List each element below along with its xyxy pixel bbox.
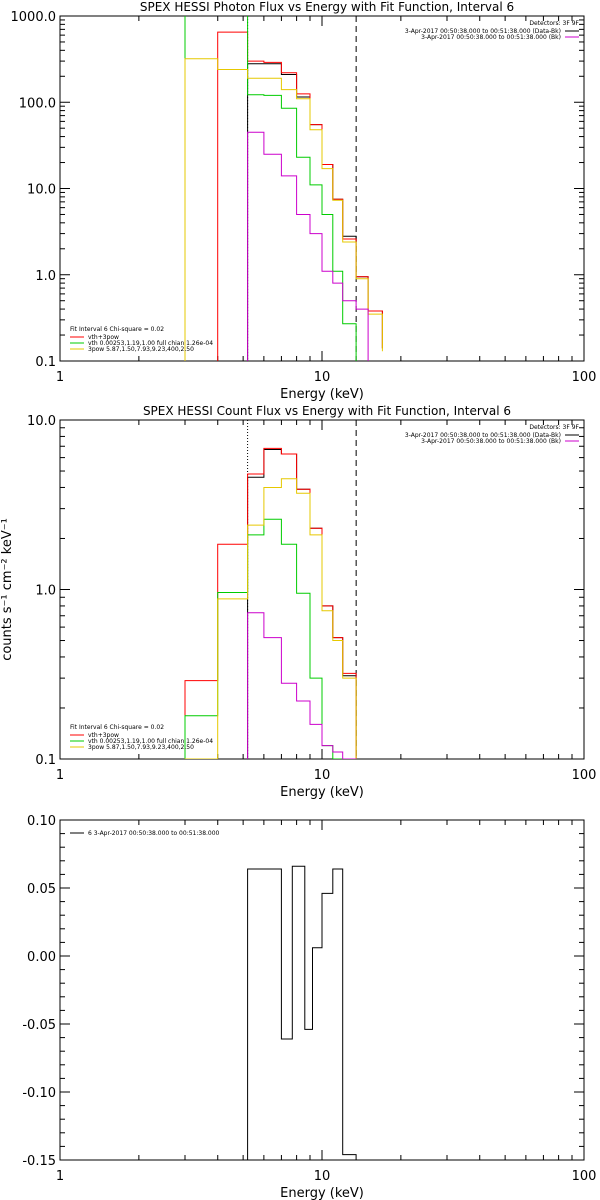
panel-3: Energy (keV) 1 10 100 -0.15 -0.10 -0.05 0.00 0.0…: [22, 814, 596, 1200]
panel-1-ytick-label: 1.0: [35, 269, 56, 284]
panel-2-legend_bottomleft-entry: vth+3pow: [88, 732, 119, 739]
panel-1-xtick-label: 1: [56, 370, 64, 385]
panel-3-ytick-label: -0.05: [22, 1018, 56, 1033]
panel-1-legend_bottomleft-entry: 3pow 5.87,1.50,7.93,9.23,400,2.50: [88, 346, 194, 353]
panel-3-series-group: [247, 865, 357, 1160]
panel-3-xlabel: Energy (keV): [280, 1186, 364, 1200]
panel-2-ylabel: counts s⁻¹ cm⁻² keV⁻¹: [0, 518, 15, 661]
panel-3-xtick-label: 1: [56, 1169, 64, 1184]
panel-1-legend_bottomleft: Fit Interval 6 Chi-square = 0.02vth+3pow…: [70, 326, 213, 353]
panel-1: SPEX HESSI Photon Flux vs Energy with Fi…: [11, 0, 597, 402]
panel-1-legend_bottomleft-entry: vth 0.00253,1.19,1.00 full chian 1.26e-0…: [88, 340, 213, 347]
panel-1-legend_topright-entry: 3-Apr-2017 00:50:38.000 to 00:51:38.000 …: [421, 34, 561, 41]
panel-2-legend_topright-entry: 3-Apr-2017 00:50:38.000 to 00:51:38.000 …: [405, 432, 561, 439]
panel-2-xtick-label: 100: [572, 768, 597, 783]
panel-1-legend_bottomleft-entry: vth+3pow: [88, 334, 119, 341]
panel-2-series-3: [184, 518, 357, 759]
panel-2: SPEX HESSI Count Flux vs Energy with Fit…: [0, 404, 596, 800]
panel-1-title: SPEX HESSI Photon Flux vs Energy with Fi…: [140, 0, 514, 14]
panel-2-series-5: [247, 612, 357, 759]
panel-2-series-4: [184, 478, 357, 759]
panel-2-legend_bottomleft-entry: vth 0.00253,1.19,1.00 full chian 1.26e-0…: [88, 738, 213, 745]
panel-3-ytick-label: 0.10: [27, 814, 56, 829]
panel-1-ytick-label: 100.0: [19, 96, 56, 111]
panel-3-xtick-label: 100: [572, 1169, 597, 1184]
panel-2-legend_topright-title: Detectors: 3F 9F: [529, 424, 579, 431]
panel-2-xtick-label: 1: [56, 768, 64, 783]
panel-3-legend_topleft: 6 3-Apr-2017 00:50:38.000 to 00:51:38.00…: [70, 830, 220, 837]
panel-1-xtick-label: 10: [314, 370, 331, 385]
panel-3-series-1: [247, 865, 357, 1160]
panel-2-legend_topright-entry: 3-Apr-2017 00:50:38.000 to 00:51:38.000 …: [421, 438, 561, 445]
panel-2-legend_bottomleft-entry: 3pow 5.87,1.50,7.93,9.23,400,2.50: [88, 744, 194, 751]
panel-2-ytick-label: 10.0: [27, 414, 56, 429]
panel-1-ytick-label: 0.1: [35, 355, 56, 370]
panel-3-ytick-label: 0.05: [27, 882, 56, 897]
panel-2-series-2: [184, 447, 357, 759]
panel-1-series-group: [184, 16, 383, 361]
panel-1-series-1: [247, 63, 383, 361]
panel-1-series-3: [184, 16, 357, 361]
panel-3-legend_topleft-entry: 6 3-Apr-2017 00:50:38.000 to 00:51:38.00…: [88, 830, 220, 837]
panel-3-ytick-label: -0.10: [22, 1086, 56, 1101]
panel-2-title: SPEX HESSI Count Flux vs Energy with Fit…: [143, 404, 511, 418]
panel-2-legend_bottomleft-title: Fit Interval 6 Chi-square = 0.02: [70, 724, 164, 731]
panel-2-ytick-label: 0.1: [35, 753, 56, 768]
panel-1-legend_topright-title: Detectors: 3F 9F: [529, 20, 579, 27]
panel-2-ytick-label: 1.0: [35, 584, 56, 599]
panel-1-xlabel: Energy (keV): [280, 387, 364, 402]
panel-1-series-5: [247, 131, 369, 361]
panel-1-ytick-label: 10.0: [27, 183, 56, 198]
panel-1-legend_topright-entry: 3-Apr-2017 00:50:38.000 to 00:51:38.000 …: [405, 28, 561, 35]
panel-2-xlabel: Energy (keV): [280, 785, 364, 800]
panel-2-series-group: [184, 447, 357, 759]
panel-1-xtick-label: 100: [572, 370, 597, 385]
panel-2-legend_topright: Detectors: 3F 9F3-Apr-2017 00:50:38.000 …: [405, 424, 580, 445]
panel-3-frame: [59, 819, 585, 1161]
panel-1-series-4: [184, 58, 383, 361]
panel-2-xtick-label: 10: [314, 768, 331, 783]
panel-3-ytick-label: 0.00: [27, 950, 56, 965]
panel-3-xtick-label: 10: [314, 1169, 331, 1184]
panel-3-ytick-label: -0.15: [22, 1154, 56, 1169]
panel-1-legend_topright: Detectors: 3F 9F3-Apr-2017 00:50:38.000 …: [405, 20, 580, 41]
panel-1-series-2: [217, 31, 383, 361]
panel-1-legend_bottomleft-title: Fit Interval 6 Chi-square = 0.02: [70, 326, 164, 333]
panel-2-legend_bottomleft: Fit Interval 6 Chi-square = 0.02vth+3pow…: [70, 724, 213, 751]
panel-1-ytick-label: 1000.0: [11, 10, 57, 25]
